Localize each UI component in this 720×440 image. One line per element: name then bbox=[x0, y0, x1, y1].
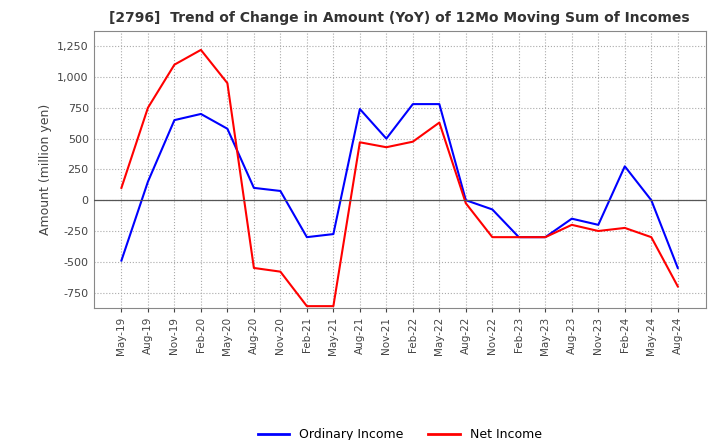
Ordinary Income bbox=[567, 216, 576, 221]
Ordinary Income bbox=[250, 185, 258, 191]
Legend: Ordinary Income, Net Income: Ordinary Income, Net Income bbox=[253, 423, 546, 440]
Net Income bbox=[594, 228, 603, 234]
Net Income bbox=[408, 139, 417, 144]
Net Income bbox=[382, 145, 391, 150]
Net Income bbox=[356, 139, 364, 145]
Net Income bbox=[276, 269, 284, 274]
Net Income bbox=[143, 105, 152, 110]
Y-axis label: Amount (million yen): Amount (million yen) bbox=[39, 104, 52, 235]
Net Income bbox=[250, 265, 258, 271]
Ordinary Income bbox=[515, 235, 523, 240]
Ordinary Income bbox=[462, 198, 470, 203]
Ordinary Income bbox=[673, 265, 682, 271]
Title: [2796]  Trend of Change in Amount (YoY) of 12Mo Moving Sum of Incomes: [2796] Trend of Change in Amount (YoY) o… bbox=[109, 11, 690, 26]
Ordinary Income bbox=[117, 258, 126, 263]
Net Income bbox=[223, 81, 232, 86]
Net Income bbox=[435, 120, 444, 125]
Net Income bbox=[541, 235, 549, 240]
Line: Net Income: Net Income bbox=[122, 50, 678, 306]
Ordinary Income bbox=[647, 198, 656, 203]
Net Income bbox=[621, 225, 629, 231]
Net Income bbox=[647, 235, 656, 240]
Net Income bbox=[488, 235, 497, 240]
Ordinary Income bbox=[223, 126, 232, 132]
Ordinary Income bbox=[356, 106, 364, 112]
Ordinary Income bbox=[435, 102, 444, 107]
Net Income bbox=[170, 62, 179, 67]
Ordinary Income bbox=[302, 235, 311, 240]
Net Income bbox=[462, 201, 470, 206]
Ordinary Income bbox=[170, 117, 179, 123]
Net Income bbox=[197, 47, 205, 52]
Line: Ordinary Income: Ordinary Income bbox=[122, 104, 678, 268]
Ordinary Income bbox=[594, 222, 603, 227]
Ordinary Income bbox=[541, 235, 549, 240]
Net Income bbox=[329, 304, 338, 309]
Ordinary Income bbox=[329, 231, 338, 237]
Net Income bbox=[515, 235, 523, 240]
Net Income bbox=[117, 185, 126, 191]
Net Income bbox=[567, 222, 576, 227]
Ordinary Income bbox=[488, 207, 497, 212]
Net Income bbox=[302, 304, 311, 309]
Ordinary Income bbox=[621, 164, 629, 169]
Ordinary Income bbox=[276, 188, 284, 194]
Ordinary Income bbox=[143, 179, 152, 184]
Ordinary Income bbox=[197, 111, 205, 117]
Ordinary Income bbox=[382, 136, 391, 141]
Net Income bbox=[673, 284, 682, 289]
Ordinary Income bbox=[408, 102, 417, 107]
